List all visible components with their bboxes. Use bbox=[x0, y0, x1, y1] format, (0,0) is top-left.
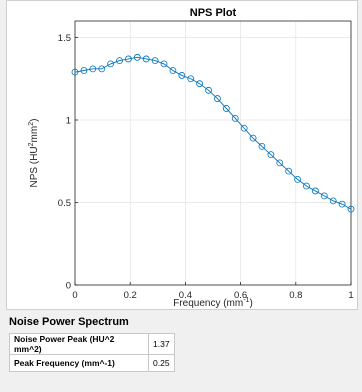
y-axis-label: NPS (HU2mm2) bbox=[28, 119, 40, 188]
data-point bbox=[311, 187, 319, 195]
y-tick-label: 1 bbox=[66, 116, 71, 127]
data-point bbox=[214, 95, 221, 102]
data-point bbox=[107, 60, 115, 68]
data-point bbox=[178, 72, 186, 79]
x-tick-label: 0.4 bbox=[179, 290, 192, 301]
y-tick-label: 0.5 bbox=[58, 198, 71, 209]
nps-chart: 0 0.2 0.4 0.6 0.8 1 0 0.5 1 1.5 NPS Plot Frequenc… bbox=[28, 7, 355, 309]
table-row: Peak Frequency (mm^-1) 0.25 bbox=[9, 354, 175, 372]
data-point bbox=[249, 134, 257, 142]
series-layer bbox=[71, 53, 355, 213]
plot-area-border bbox=[74, 20, 352, 286]
metric-value: 1.37 bbox=[148, 333, 175, 355]
data-point bbox=[116, 57, 123, 64]
data-point bbox=[71, 68, 79, 76]
x-tick-label: 1 bbox=[348, 290, 353, 301]
metric-label: Peak Frequency (mm^-1) bbox=[9, 354, 149, 372]
data-point bbox=[169, 67, 177, 74]
data-point bbox=[303, 182, 310, 190]
data-point bbox=[240, 124, 248, 132]
data-point bbox=[267, 151, 275, 159]
data-point bbox=[338, 200, 346, 208]
data-point bbox=[125, 55, 132, 63]
data-point bbox=[231, 114, 239, 122]
data-point bbox=[160, 60, 168, 68]
section-title: Noise Power Spectrum bbox=[9, 316, 129, 328]
data-point bbox=[142, 55, 150, 63]
data-point bbox=[205, 86, 212, 94]
data-point bbox=[151, 57, 159, 64]
data-point bbox=[258, 142, 266, 150]
axis-ticks: 0 0.2 0.4 0.6 0.8 1 0 0.5 1 1.5 bbox=[58, 33, 354, 301]
data-point bbox=[80, 67, 88, 74]
data-point bbox=[320, 192, 328, 200]
y-tick-label: 0 bbox=[66, 281, 71, 292]
data-point bbox=[294, 175, 301, 183]
data-point bbox=[196, 80, 204, 88]
data-point bbox=[329, 197, 337, 205]
series-line bbox=[74, 56, 352, 210]
data-point bbox=[347, 205, 355, 213]
table-row: Noise Power Peak (HU^2 mm^2) 1.37 bbox=[9, 333, 175, 355]
data-point bbox=[187, 75, 195, 83]
metrics-table: Noise Power Peak (HU^2 mm^2) 1.37 Peak F… bbox=[9, 333, 175, 372]
data-point bbox=[222, 105, 230, 112]
x-axis-label: Frequency (mm-1) bbox=[173, 297, 253, 309]
y-tick-label: 1.5 bbox=[58, 33, 71, 44]
metric-label: Noise Power Peak (HU^2 mm^2) bbox=[9, 333, 149, 355]
data-point bbox=[133, 53, 141, 61]
x-tick-label: 0.6 bbox=[234, 290, 247, 301]
data-point bbox=[285, 167, 293, 175]
plot-panel: 0 0.2 0.4 0.6 0.8 1 0 0.5 1 1.5 NPS Plot Frequenc… bbox=[6, 0, 358, 310]
chart-title: NPS Plot bbox=[190, 7, 237, 19]
data-point bbox=[89, 65, 97, 73]
x-tick-label: 0.8 bbox=[289, 290, 302, 301]
metric-value: 0.25 bbox=[148, 354, 175, 372]
x-tick-label: 0.2 bbox=[124, 290, 137, 301]
x-tick-label: 0 bbox=[72, 290, 77, 301]
data-point bbox=[98, 65, 106, 73]
data-point bbox=[276, 159, 284, 167]
